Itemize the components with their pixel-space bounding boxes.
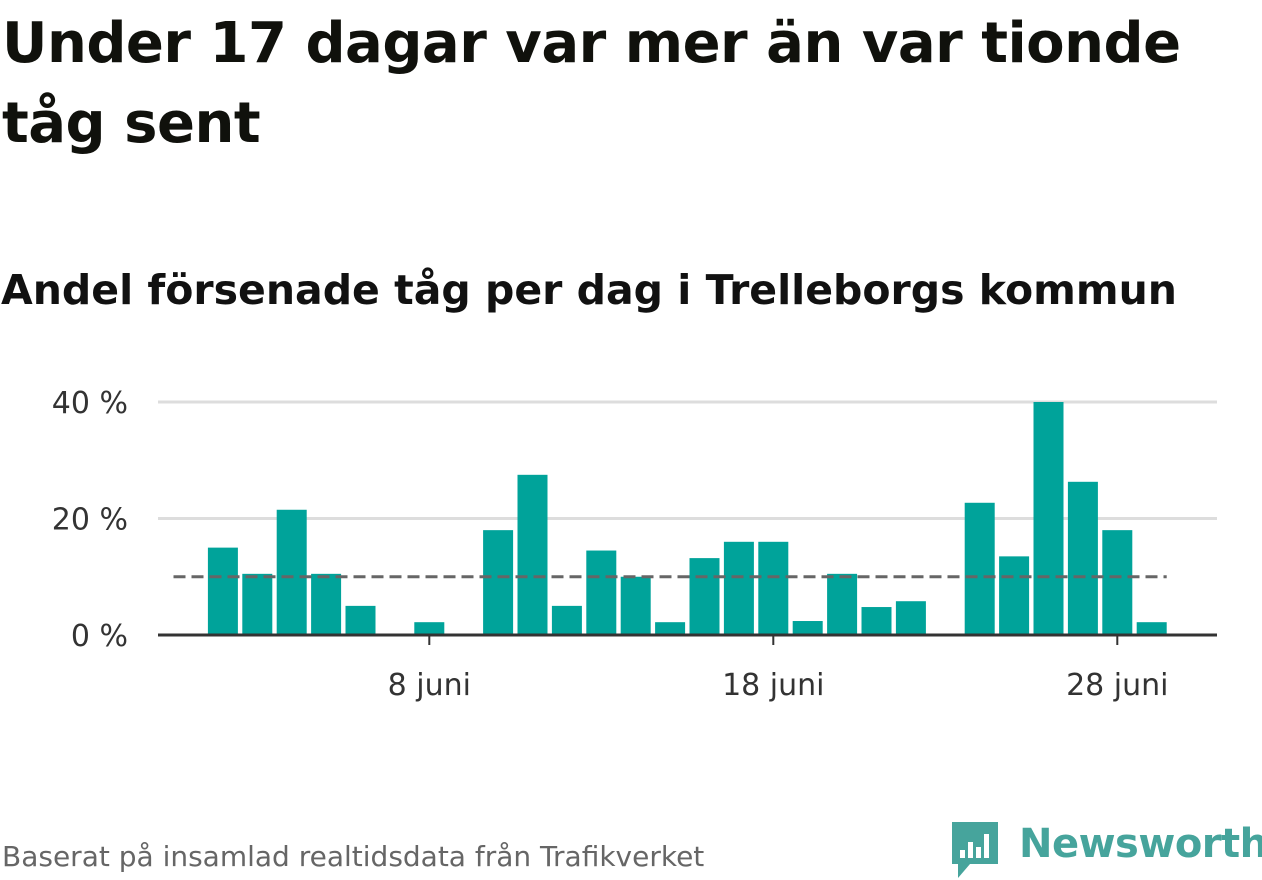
y-tick-label: 40 % bbox=[52, 386, 128, 421]
bar bbox=[827, 573, 858, 635]
brand-name: Newsworthy bbox=[1019, 821, 1262, 867]
bar bbox=[1136, 622, 1167, 635]
bar bbox=[1033, 402, 1064, 635]
y-tick-label: 0 % bbox=[71, 619, 128, 654]
bar bbox=[311, 573, 342, 635]
chart-subtitle: Andel försenade tåg per dag i Trelleborg… bbox=[1, 266, 1177, 314]
bar bbox=[655, 622, 686, 635]
bar bbox=[723, 541, 754, 635]
bar bbox=[207, 547, 238, 635]
bar bbox=[964, 502, 995, 635]
bar bbox=[276, 509, 307, 635]
bar-chart: 0 % 20 % 40 % 8 juni 18 juni 28 juni bbox=[52, 386, 1217, 703]
x-tick-label: 28 juni bbox=[1066, 668, 1168, 703]
bars bbox=[207, 402, 1167, 635]
bar bbox=[792, 621, 823, 635]
bar bbox=[1102, 530, 1133, 635]
y-tick-label: 20 % bbox=[52, 503, 128, 538]
bar bbox=[242, 573, 273, 635]
bar bbox=[999, 556, 1030, 635]
bar bbox=[414, 622, 445, 635]
bar bbox=[861, 607, 892, 635]
x-tick-label: 8 juni bbox=[388, 668, 471, 703]
source-note: Baserat på insamlad realtidsdata från Tr… bbox=[2, 840, 705, 873]
brand-logo: Newsworthy bbox=[950, 818, 1262, 878]
axes: 0 % 20 % 40 % 8 juni 18 juni 28 juni bbox=[52, 386, 1217, 703]
bar bbox=[586, 550, 617, 635]
bar bbox=[483, 530, 514, 635]
bar bbox=[620, 576, 651, 635]
bar bbox=[1067, 481, 1098, 635]
bar bbox=[345, 605, 376, 635]
bar bbox=[551, 605, 582, 635]
x-tick-label: 18 juni bbox=[722, 668, 824, 703]
chart-title: Under 17 dagar var mer än var tionde tåg… bbox=[2, 11, 1181, 156]
bar bbox=[689, 558, 720, 635]
bar bbox=[895, 601, 926, 635]
bar bbox=[517, 474, 548, 635]
bar bbox=[758, 541, 789, 635]
newsworthy-logo-icon bbox=[952, 822, 998, 878]
